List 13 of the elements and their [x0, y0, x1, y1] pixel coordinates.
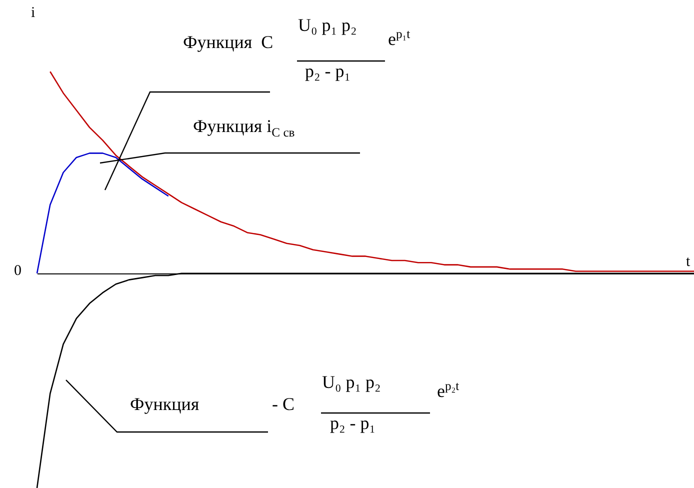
annotation: Функция i$_{C св}$: [193, 116, 295, 140]
annotation: p₂ - p₁: [330, 413, 376, 433]
text: Функция C: [183, 32, 274, 52]
annotation: Функция: [130, 394, 200, 414]
text: 0: [14, 263, 22, 280]
annotation: U₀ p₁ p₂: [322, 372, 381, 392]
annotation: p₂ - p₁: [305, 61, 351, 81]
text: U₀ p₁ p₂: [298, 15, 357, 35]
y-axis-title: i: [31, 5, 36, 21]
annotation: - C: [272, 394, 294, 414]
x-axis-title: t: [686, 254, 690, 270]
text: e$^{p₁t}$: [388, 27, 410, 49]
annotation: e$^{p₂t}$: [437, 379, 460, 401]
